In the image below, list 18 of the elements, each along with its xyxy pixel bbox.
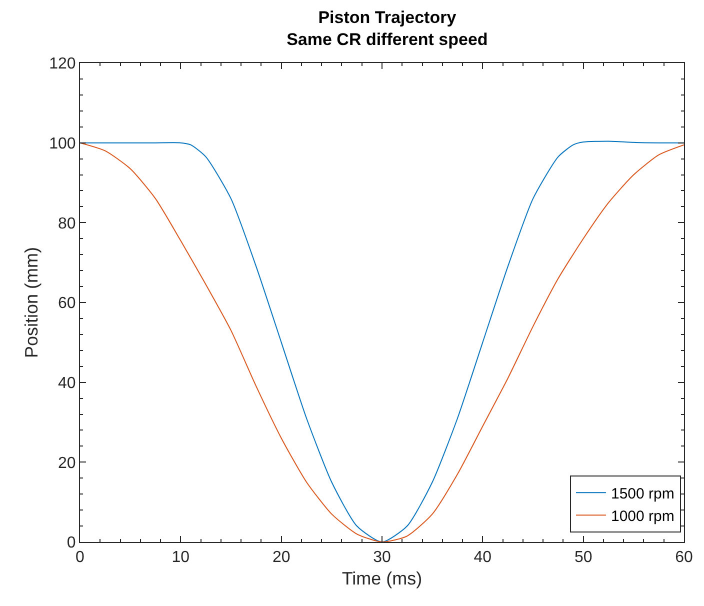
x-tick-label: 50 <box>574 549 592 566</box>
y-tick-label: 100 <box>49 135 76 152</box>
x-tick-label: 20 <box>272 549 290 566</box>
x-tick-label: 30 <box>373 549 391 566</box>
legend-label: 1500 rpm <box>610 486 674 503</box>
y-tick-label: 40 <box>58 374 76 392</box>
y-tick-label: 20 <box>58 454 76 472</box>
y-tick-label: 80 <box>58 215 76 232</box>
y-tick-label: 0 <box>66 534 76 552</box>
chart-title: Piston Trajectory Same CR different speed <box>286 8 488 50</box>
x-axis-title: Time (ms) <box>342 568 422 588</box>
y-tick-label: 120 <box>49 56 76 73</box>
x-tick-label: 60 <box>675 549 693 566</box>
x-tick-label: 10 <box>172 549 190 566</box>
y-tick-label: 60 <box>58 295 76 312</box>
x-tick-label: 40 <box>474 549 492 566</box>
legend-label: 1000 rpm <box>610 508 674 526</box>
y-axis-title: Position (mm) <box>21 246 42 358</box>
